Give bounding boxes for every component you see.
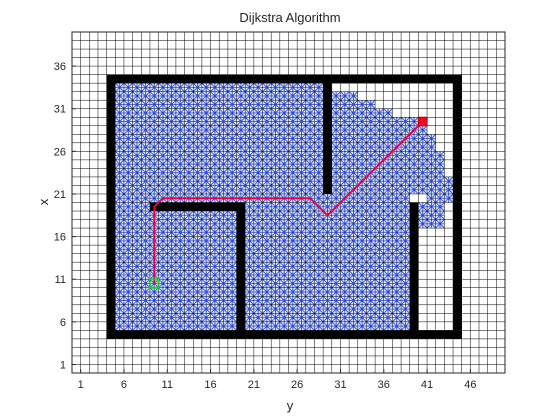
explored-region xyxy=(418,202,445,229)
wall-segment xyxy=(409,202,419,331)
y-tick-label: 26 xyxy=(54,146,66,158)
explored-region xyxy=(444,176,454,203)
y-tick-label: 11 xyxy=(55,274,66,286)
x-tick-label: 41 xyxy=(421,379,433,391)
y-tick-label: 21 xyxy=(54,189,66,201)
x-tick-label: 26 xyxy=(291,379,303,391)
wall-segment xyxy=(106,330,462,339)
x-tick-label: 21 xyxy=(248,379,260,391)
wall-segment xyxy=(236,211,246,331)
axes-box xyxy=(71,31,506,374)
goal-marker xyxy=(417,116,428,127)
wall-segment xyxy=(323,83,332,194)
y-axis-label: x xyxy=(36,198,51,205)
x-tick-label: 6 xyxy=(121,379,127,391)
x-tick-label: 16 xyxy=(204,379,216,391)
x-tick-label: 36 xyxy=(378,379,390,391)
wall-segment xyxy=(453,74,462,339)
wall-segment xyxy=(149,202,246,212)
shortest-path-line xyxy=(153,120,424,284)
chart-title: Dijkstra Algorithm xyxy=(239,10,340,25)
y-tick-label: 1 xyxy=(60,359,66,371)
y-tick-label: 31 xyxy=(54,104,66,116)
plot-area xyxy=(71,31,506,374)
x-tick-label: 31 xyxy=(334,379,346,391)
start-marker xyxy=(148,278,160,289)
x-tick-label: 46 xyxy=(464,379,476,391)
wall-segment xyxy=(106,74,116,339)
y-tick-label: 16 xyxy=(54,232,66,244)
y-tick-label: 6 xyxy=(60,317,66,329)
x-tick-label: 1 xyxy=(78,379,84,391)
x-tick-label: 11 xyxy=(162,379,173,391)
y-tick-label: 36 xyxy=(54,61,66,73)
x-axis-label: y xyxy=(287,398,294,413)
wall-segment xyxy=(106,74,462,84)
